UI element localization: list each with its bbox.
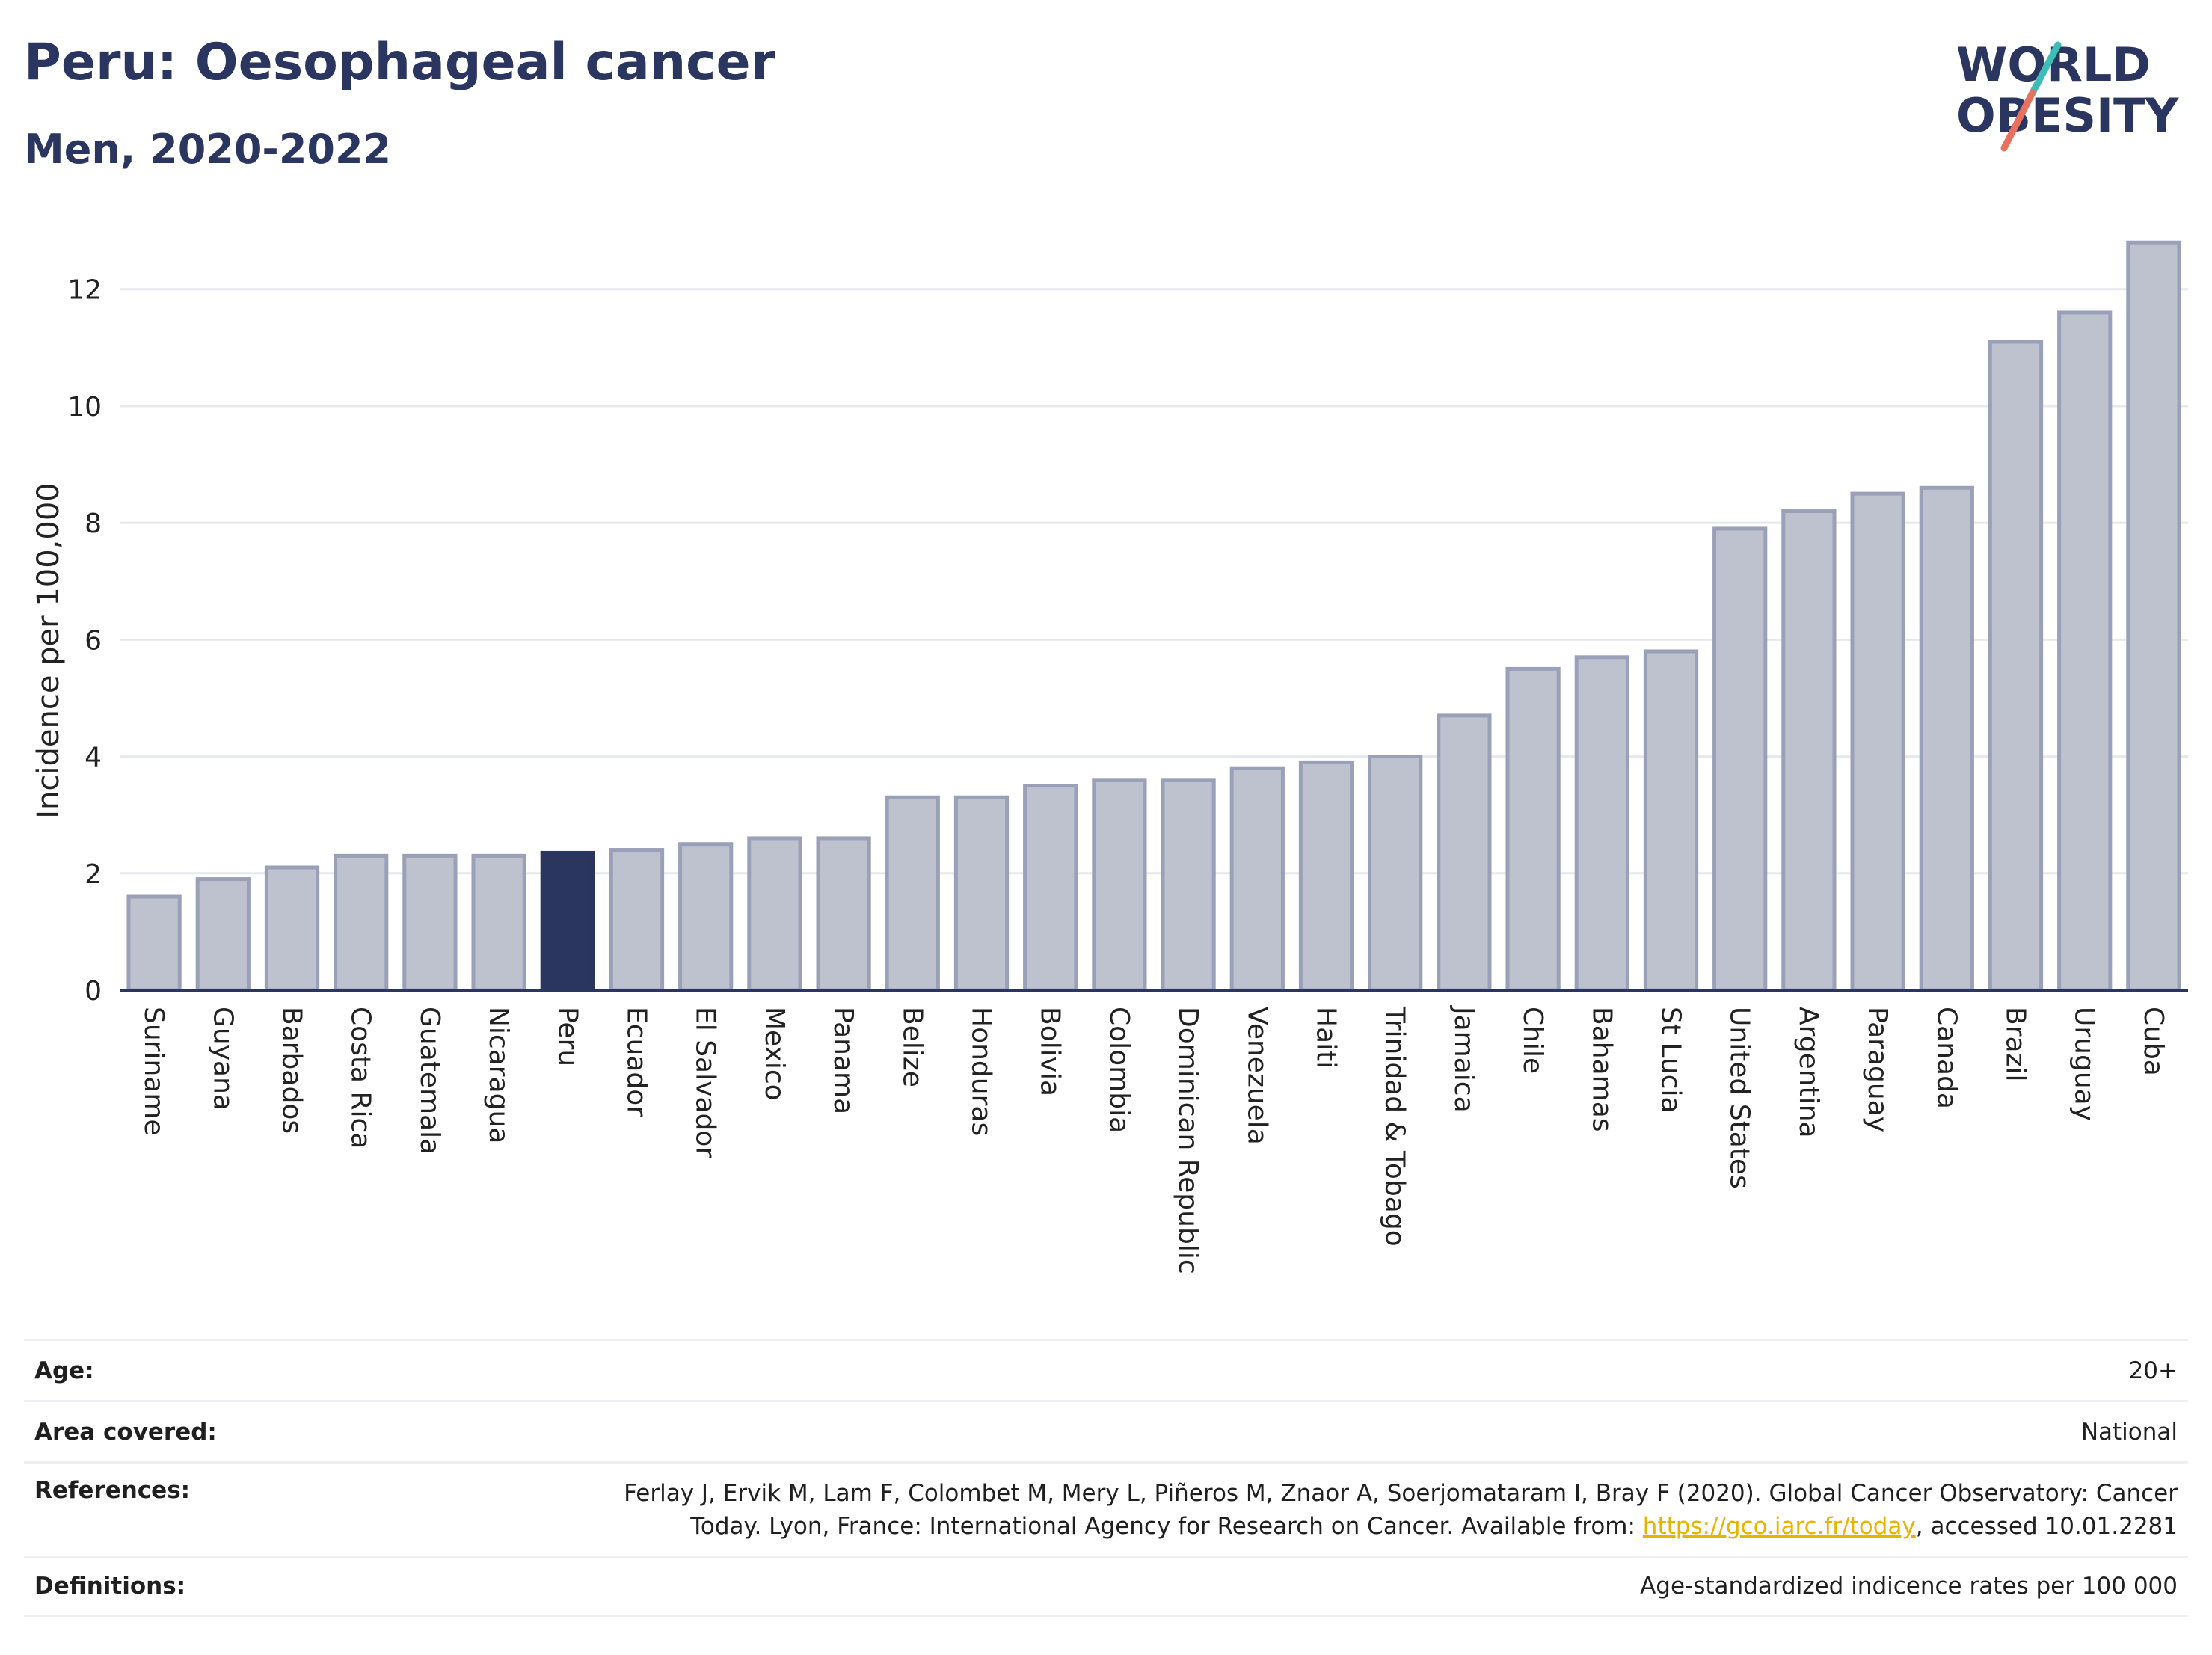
x-tick-label: Bahamas	[1586, 1007, 1617, 1132]
x-tick-label: Haiti	[1311, 1007, 1342, 1069]
bar-suriname	[126, 894, 182, 992]
x-tick-label: Mexico	[759, 1007, 790, 1101]
x-tick-label: Dominican Republic	[1173, 1007, 1203, 1274]
bar-bolivia	[1023, 784, 1078, 992]
bar-paraguay	[1850, 491, 1905, 992]
bar-guyana	[195, 877, 251, 992]
bar-canada	[1919, 485, 1974, 992]
bar-nicaragua	[471, 853, 526, 992]
info-row-definitions: Definitions: Age-standardized indicence …	[24, 1556, 2188, 1617]
x-tick-label: Costa Rica	[345, 1007, 376, 1149]
logo-slash-coral	[2000, 89, 2036, 152]
bar-st-lucia	[1643, 649, 1699, 992]
y-axis-title: Incidence per 100,000	[31, 482, 66, 819]
bar-barbados	[264, 865, 320, 992]
chart-title: Peru: Oesophageal cancer	[24, 33, 776, 92]
x-tick-label: Chile	[1517, 1007, 1548, 1074]
logo-line2: OBESITY	[1956, 88, 2179, 143]
x-tick-label: Ecuador	[621, 1007, 652, 1117]
bar-colombia	[1092, 778, 1147, 992]
x-tick-label: Honduras	[966, 1007, 997, 1136]
bars	[126, 240, 2181, 992]
bar-dominican-republic	[1161, 778, 1216, 992]
info-table: Age: 20+ Area covered: National Referenc…	[24, 1339, 2188, 1617]
bar-ecuador	[609, 848, 665, 992]
x-tick-label: Bolivia	[1035, 1007, 1066, 1096]
info-row-area: Area covered: National	[24, 1400, 2188, 1461]
x-tick-label: United States	[1724, 1007, 1755, 1189]
bar-chile	[1505, 666, 1561, 992]
references-line1: Ferlay J, Ervik M, Lam F, Colombet M, Me…	[624, 1480, 2178, 1507]
x-tick-label: Venezuela	[1241, 1007, 1272, 1145]
area-value: National	[2080, 1418, 2178, 1446]
age-label: Age:	[34, 1357, 94, 1384]
bar-bahamas	[1574, 655, 1629, 992]
bar-united-states	[1712, 526, 1768, 992]
y-tick-label: 4	[85, 743, 102, 773]
bar-belize	[885, 795, 940, 992]
definitions-label: Definitions:	[34, 1573, 186, 1600]
bar-mexico	[747, 836, 802, 992]
age-value: 20+	[2128, 1357, 2178, 1384]
bar-guatemala	[402, 853, 458, 992]
bar-cuba	[2126, 240, 2181, 992]
logo-slash-teal	[2029, 41, 2062, 96]
bar-honduras	[953, 795, 1010, 992]
bar-venezuela	[1229, 766, 1285, 992]
y-tick-label: 8	[85, 509, 102, 539]
world-obesity-logo: WORLD OBESITY	[1956, 37, 2179, 152]
x-tick-label: Peru	[552, 1007, 583, 1066]
x-tick-label: Trinidad & Tobago	[1380, 1006, 1410, 1247]
bar-costa-rica	[334, 853, 389, 992]
references-line2-after: , accessed 10.01.2281	[1915, 1513, 2178, 1540]
bar-jamaica	[1437, 713, 1492, 992]
x-tick-label: Suriname	[138, 1007, 169, 1136]
y-tick-label: 10	[67, 392, 102, 423]
bar-haiti	[1298, 760, 1354, 992]
x-tick-label: Panama	[828, 1007, 858, 1114]
area-label: Area covered:	[34, 1418, 217, 1446]
bar-brazil	[1988, 340, 2044, 992]
definitions-value: Age-standardized indicence rates per 100…	[1640, 1573, 2178, 1600]
y-tick-label: 6	[85, 625, 102, 656]
x-tick-label: Barbados	[277, 1007, 307, 1134]
bar-chart: 0 2 4 6 8 10 12 Suriname Guyana Barbados Costa Ric…	[31, 240, 2188, 1274]
info-row-references: References: Ferlay J, Ervik M, Lam F, Co…	[24, 1461, 2188, 1556]
x-tick-label: St Lucia	[1656, 1007, 1686, 1114]
y-tick-label: 0	[85, 976, 102, 1007]
x-tick-label: Nicaragua	[483, 1007, 514, 1143]
x-tick-label: Cuba	[2138, 1007, 2169, 1076]
x-tick-label: El Salvador	[690, 1007, 721, 1158]
x-tick-label: Canada	[1931, 1007, 1961, 1109]
references-label: References:	[34, 1477, 191, 1504]
references-value: Ferlay J, Ervik M, Lam F, Colombet M, Me…	[624, 1477, 2178, 1543]
x-tick-label: Brazil	[2000, 1007, 2031, 1081]
bar-uruguay	[2057, 310, 2113, 992]
gridlines	[120, 288, 2188, 875]
references-link[interactable]: https://gco.iarc.fr/today	[1642, 1513, 1916, 1540]
bar-peru	[540, 850, 595, 992]
y-tick-label: 12	[67, 275, 102, 306]
x-tick-label: Guyana	[207, 1007, 238, 1111]
bar-argentina	[1781, 509, 1837, 992]
y-tick-label: 2	[85, 859, 102, 890]
labels: 0 2 4 6 8 10 12 Suriname Guyana Barbados Costa Ric…	[67, 275, 2169, 1274]
x-tick-label: Jamaica	[1448, 1005, 1479, 1113]
bar-trinidad-tobago	[1368, 755, 1423, 992]
chart-subtitle: Men, 2020-2022	[24, 126, 392, 173]
bar-panama	[816, 836, 871, 992]
x-tick-label: Belize	[897, 1007, 927, 1087]
info-row-age: Age: 20+	[24, 1339, 2188, 1400]
x-tick-label: Paraguay	[1862, 1007, 1893, 1132]
x-tick-label: Colombia	[1104, 1007, 1134, 1133]
references-line2-before: Today. Lyon, France: International Agenc…	[690, 1513, 1643, 1540]
bar-el-salvador	[678, 842, 734, 992]
x-tick-label: Guatemala	[414, 1007, 445, 1155]
x-tick-label: Uruguay	[2069, 1007, 2100, 1121]
x-tick-label: Argentina	[1793, 1007, 1824, 1138]
